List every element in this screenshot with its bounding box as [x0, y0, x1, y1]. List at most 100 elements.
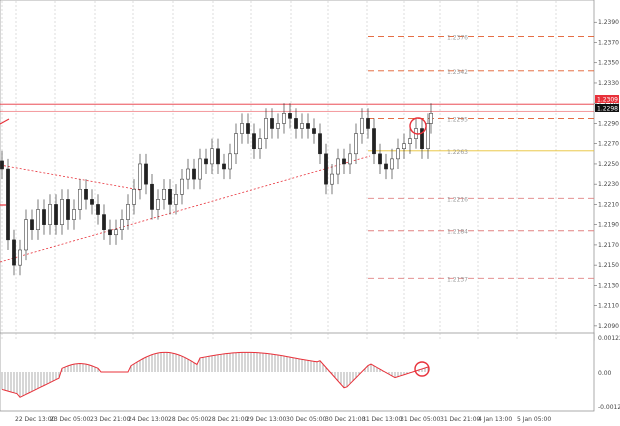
candle-body — [6, 168, 10, 241]
oscillator-tick-label: -0.00128 — [598, 404, 620, 411]
candle-body — [150, 183, 154, 210]
candle-body — [240, 123, 244, 134]
candle-body — [24, 219, 28, 251]
candle-body — [408, 138, 412, 144]
candle-body — [192, 168, 196, 180]
price-tick-label: 1.2110 — [598, 303, 619, 310]
candle-body — [324, 153, 328, 185]
candle-body — [120, 219, 124, 230]
fib-level-label: 1.2263 — [447, 149, 468, 156]
price-tick-label: 1.2250 — [598, 161, 619, 168]
candle-body — [36, 209, 40, 230]
candle-body — [108, 229, 112, 236]
price-tick-label: 1.2150 — [598, 262, 619, 269]
candle-body — [402, 143, 406, 150]
candle-body — [360, 118, 364, 134]
fib-level-label: 1.2295 — [447, 116, 468, 123]
price-tick-label: 1.2230 — [598, 181, 619, 188]
candle-body — [216, 148, 220, 165]
oscillator-tick-label: 0.00 — [598, 370, 612, 377]
time-tick-label: 22 Dec 13:00 — [15, 416, 56, 423]
candle-body — [180, 178, 184, 195]
candle-body — [282, 113, 286, 124]
candle-body — [426, 123, 430, 150]
candle-body — [48, 204, 52, 225]
candle-body — [138, 163, 142, 190]
candle-body — [318, 133, 322, 155]
candle-body — [66, 199, 70, 220]
price-tick-label: 1.2310 — [598, 100, 619, 107]
time-tick-label: 4 Jan 13:00 — [478, 416, 512, 423]
price-tick-label: 1.2210 — [598, 201, 619, 208]
candle-body — [156, 199, 160, 210]
time-tick-label: 24 Dec 13:00 — [128, 416, 169, 423]
candle-body — [198, 158, 202, 180]
fib-level-label: 1.2184 — [447, 229, 468, 236]
candle-body — [276, 123, 280, 129]
candle-body — [300, 123, 304, 129]
time-tick-label: 30 Dec 05:00 — [286, 416, 327, 423]
fibonacci-levels: 1.2376 1.2342 1.2295 1.2263 1.2216 1.2184 1.21… — [368, 34, 594, 283]
trend-segment — [0, 118, 10, 125]
price-label-2: 1.2298 — [597, 106, 618, 113]
price-label-box — [595, 95, 619, 103]
price-label: 1.2309 — [597, 97, 618, 104]
candle-body — [390, 158, 394, 170]
candle-body — [204, 158, 208, 165]
time-tick-label: 23 Dec 05:00 — [50, 416, 91, 423]
price-panel — [0, 0, 595, 341]
candle-body — [0, 160, 4, 170]
candle-body — [162, 188, 166, 200]
time-tick-label: 31 Dec 05:00 — [400, 416, 441, 423]
candle-body — [54, 204, 58, 225]
price-label-box-2 — [595, 104, 619, 112]
price-tick-label: 1.2390 — [598, 19, 619, 26]
candle-body — [114, 229, 118, 236]
candle-body — [378, 153, 382, 165]
candle-body — [348, 153, 352, 165]
candle-body — [306, 123, 310, 129]
candle-body — [234, 133, 238, 155]
candle-body — [96, 204, 100, 215]
candle-body — [246, 123, 250, 134]
candle-body — [252, 133, 256, 150]
candle-body — [72, 209, 76, 220]
candle-body — [258, 138, 262, 150]
candle-body — [312, 128, 316, 134]
trend-lines — [0, 103, 594, 263]
time-tick-label: 5 Jan 05:00 — [517, 416, 551, 423]
candle-body — [372, 128, 376, 155]
time-tick-label: 30 Dec 21:00 — [325, 416, 366, 423]
candle-body — [396, 148, 400, 160]
candle-body — [366, 118, 370, 129]
candle-body — [90, 199, 94, 205]
candle-body — [294, 118, 298, 129]
oscillator-tick-label: 0.00122 — [598, 335, 620, 342]
candle-body — [384, 163, 388, 170]
ascending-trendline — [0, 155, 371, 263]
vertical-grid — [1, 1, 557, 339]
candle-body — [336, 158, 340, 175]
time-tick-label: 28 Dec 05:00 — [168, 416, 209, 423]
candle-body — [18, 249, 22, 266]
candles — [0, 103, 433, 276]
oscillator: 0.00122 0.00 -0.00128 — [1, 335, 620, 411]
candle-body — [30, 219, 34, 230]
candle-body — [264, 118, 268, 139]
candle-body — [342, 158, 346, 165]
fib-level-label: 1.2137 — [447, 276, 468, 283]
candle-body — [126, 204, 130, 220]
candle-body — [102, 214, 106, 230]
candle-body — [186, 168, 190, 180]
time-tick-label: 23 Dec 21:00 — [90, 416, 131, 423]
candle-body — [222, 163, 226, 170]
candle-body — [168, 188, 172, 205]
candle-body — [174, 194, 178, 205]
candle-body — [84, 188, 88, 200]
candle-body — [60, 199, 64, 225]
candle-body — [330, 173, 334, 185]
oscillator-line — [1, 351, 429, 398]
price-axis: 1.2390 1.2370 1.2350 1.2330 1.2310 1.2290 1.22… — [594, 19, 619, 330]
fib-level-label: 1.2216 — [447, 196, 468, 203]
